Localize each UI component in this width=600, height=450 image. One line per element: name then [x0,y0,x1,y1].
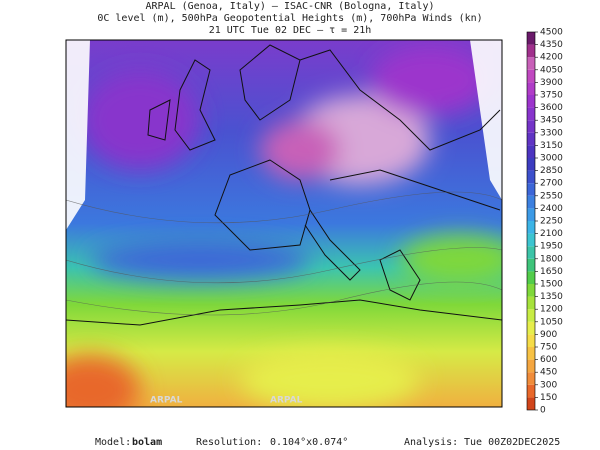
colorbar-label: 1800 [540,254,563,264]
colorbar-label: 1350 [540,292,563,302]
colorbar-label: 3300 [540,128,563,138]
colorbar-segment [527,284,535,297]
colorbar-segment [527,120,535,133]
colorbar-segment [527,347,535,360]
colorbar-segment [527,372,535,385]
colorbar-label: 3450 [540,116,563,126]
colorbar-segment [527,271,535,284]
footer-label: Model: [95,437,131,448]
colorbar-segment [527,82,535,95]
coastlines [66,44,502,326]
colorbar-label: 3750 [540,91,563,101]
colorbar-label: 2700 [540,179,563,189]
colorbar-segment [527,132,535,146]
colorbar-label: 750 [540,343,557,353]
colorbar-label: 300 [540,380,557,390]
colorbar-label: 3000 [540,154,563,164]
colorbar-segment [527,397,535,410]
colorbar-segment [527,384,535,398]
colorbar-segment [527,246,535,259]
colorbar-segment [527,233,535,247]
footer-value: Tue 00Z02DEC2025 [464,437,560,448]
colorbar-segment [527,334,535,347]
colorbar-segment [527,170,535,184]
colorbar-segment [527,359,535,373]
colorbar-segment [527,32,535,45]
colorbar-segment [527,183,535,196]
colorbar-label: 3150 [540,141,563,151]
header-line: 21 UTC Tue 02 DEC — τ = 21h [209,25,372,36]
colorbar-label: 1200 [540,305,563,315]
watermark: ARPAL [150,396,183,406]
colorbar-label: 600 [540,355,557,365]
colorbar-segment [527,158,535,171]
colorbar-label: 1050 [540,317,563,327]
colorbar-segment [527,208,535,221]
footer-value: bolam [132,437,162,448]
colorbar-label: 150 [540,393,557,403]
colorbar-label: 900 [540,330,557,340]
colorbar-segment [527,309,535,322]
colorbar-segment [527,107,535,121]
colorbar-label: 450 [540,368,557,378]
header-line: 0C level (m), 500hPa Geopotential Height… [97,13,482,24]
colorbar-label: 3900 [540,78,563,88]
colorbar-label: 2850 [540,166,563,176]
colorbar-segment [527,195,535,209]
colorbar-label: 4350 [540,40,563,50]
colorbar-label: 2100 [540,229,563,239]
footer-label: Analysis: [404,437,458,448]
colorbar-segment [527,57,535,70]
colorbar-segment [527,258,535,272]
colorbar-segment [527,296,535,310]
watermark: ARPAL [270,396,303,406]
colorbar-label: 4200 [540,53,563,63]
colorbar-label: 2400 [540,204,563,214]
colorbar-label: 3600 [540,103,563,113]
colorbar-label: 1500 [540,280,563,290]
colorbar-label: 1650 [540,267,563,277]
colorbar-segment [527,95,535,108]
colorbar-label: 4500 [540,28,563,38]
colorbar: 0 150 300 450 600 750 900 1050 1200 1350 1500 1650 1… [526,28,563,416]
colorbar-segment [527,145,535,158]
colorbar-segment [527,221,535,234]
colorbar-label: 0 [540,406,546,416]
colorbar-label: 4050 [540,65,563,75]
map-frame [65,39,503,408]
map-field: ARPAL ARPAL [66,40,502,407]
footer-value: 0.104°x0.074° [270,437,348,448]
colorbar-label: 2250 [540,217,563,227]
colorbar-segment [527,44,535,58]
colorbar-label: 2550 [540,191,563,201]
colorbar-label: 1950 [540,242,563,252]
height-contours [66,191,502,316]
header-line: ARPAL (Genoa, Italy) — ISAC-CNR (Bologna… [146,1,435,12]
colorbar-segment [527,69,535,83]
footer-label: Resolution: [196,437,262,448]
colorbar-segment [527,321,535,335]
